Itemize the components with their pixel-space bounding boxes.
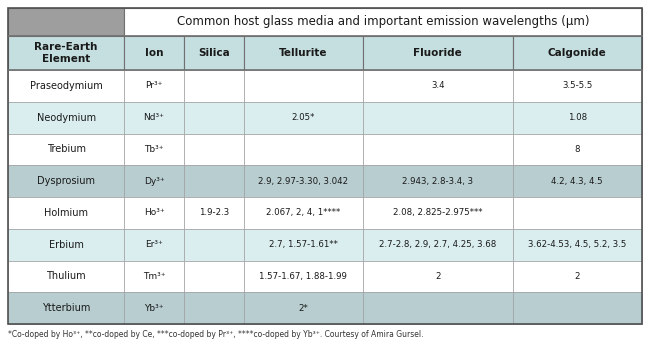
Text: Ytterbium: Ytterbium xyxy=(42,303,90,313)
Text: Fluoride: Fluoride xyxy=(413,48,462,58)
Bar xyxy=(244,36,363,70)
Bar xyxy=(363,36,513,70)
Bar xyxy=(124,229,184,261)
Bar xyxy=(184,134,244,165)
Text: Tb³⁺: Tb³⁺ xyxy=(144,145,164,154)
Bar xyxy=(244,102,363,134)
Bar xyxy=(244,70,363,102)
Bar xyxy=(8,261,124,292)
Text: Common host glass media and important emission wavelengths (μm): Common host glass media and important em… xyxy=(177,16,590,28)
Bar xyxy=(244,229,363,261)
Text: 1.9-2.3: 1.9-2.3 xyxy=(199,208,229,218)
Bar xyxy=(363,292,513,324)
Bar xyxy=(184,70,244,102)
Text: 2: 2 xyxy=(435,272,441,281)
Text: 3.62-4.53, 4.5, 5.2, 3.5: 3.62-4.53, 4.5, 5.2, 3.5 xyxy=(528,240,627,249)
Bar xyxy=(184,261,244,292)
Text: Calgonide: Calgonide xyxy=(548,48,606,58)
Text: 4.2, 4.3, 4.5: 4.2, 4.3, 4.5 xyxy=(551,177,603,185)
Bar xyxy=(244,197,363,229)
Bar xyxy=(363,229,513,261)
Text: 2.943, 2.8-3.4, 3: 2.943, 2.8-3.4, 3 xyxy=(402,177,473,185)
Bar xyxy=(8,70,124,102)
Bar xyxy=(513,197,642,229)
Bar xyxy=(8,102,124,134)
Text: Tellurite: Tellurite xyxy=(279,48,328,58)
Text: Erbium: Erbium xyxy=(49,240,84,250)
Bar xyxy=(8,292,124,324)
Text: Yb³⁺: Yb³⁺ xyxy=(144,304,164,313)
Bar xyxy=(513,36,642,70)
Bar xyxy=(124,8,642,36)
Bar xyxy=(363,197,513,229)
Bar xyxy=(513,134,642,165)
Text: 2.067, 2, 4, 1****: 2.067, 2, 4, 1**** xyxy=(266,208,341,218)
Bar xyxy=(513,165,642,197)
Text: 2: 2 xyxy=(575,272,580,281)
Bar xyxy=(124,102,184,134)
Text: Er³⁺: Er³⁺ xyxy=(145,240,163,249)
Bar xyxy=(8,8,124,36)
Bar xyxy=(513,102,642,134)
Bar xyxy=(244,165,363,197)
Bar xyxy=(8,165,124,197)
Text: Nd³⁺: Nd³⁺ xyxy=(144,113,164,122)
Text: Holmium: Holmium xyxy=(44,208,88,218)
Text: 2*: 2* xyxy=(298,304,308,313)
Bar xyxy=(244,134,363,165)
Bar xyxy=(363,261,513,292)
Text: Ion: Ion xyxy=(145,48,163,58)
Text: Silica: Silica xyxy=(198,48,229,58)
Bar xyxy=(8,197,124,229)
Text: 3.5-5.5: 3.5-5.5 xyxy=(562,82,592,90)
Text: *Co-doped by Ho³⁺, **co-doped by Ce, ***co-doped by Pr³⁺, ****co-doped by Yb³⁺. : *Co-doped by Ho³⁺, **co-doped by Ce, ***… xyxy=(8,330,424,339)
Bar xyxy=(363,134,513,165)
Text: 3.4: 3.4 xyxy=(431,82,445,90)
Bar xyxy=(124,197,184,229)
Bar xyxy=(184,102,244,134)
Bar xyxy=(513,229,642,261)
Bar xyxy=(124,36,184,70)
Bar xyxy=(363,102,513,134)
Text: 2.7-2.8, 2.9, 2.7, 4.25, 3.68: 2.7-2.8, 2.9, 2.7, 4.25, 3.68 xyxy=(379,240,497,249)
Text: Thulium: Thulium xyxy=(46,271,86,281)
Text: 2.9, 2.97-3.30, 3.042: 2.9, 2.97-3.30, 3.042 xyxy=(258,177,348,185)
Bar xyxy=(244,292,363,324)
Bar xyxy=(124,292,184,324)
Text: Ho³⁺: Ho³⁺ xyxy=(144,208,164,218)
Text: 2.7, 1.57-1.61**: 2.7, 1.57-1.61** xyxy=(269,240,338,249)
Text: Dy³⁺: Dy³⁺ xyxy=(144,177,164,185)
Bar xyxy=(184,229,244,261)
Bar xyxy=(8,36,124,70)
Text: Neodymium: Neodymium xyxy=(36,112,96,122)
Bar xyxy=(184,36,244,70)
Bar xyxy=(124,134,184,165)
Bar xyxy=(184,292,244,324)
Text: 1.08: 1.08 xyxy=(567,113,587,122)
Bar xyxy=(363,70,513,102)
Bar xyxy=(244,261,363,292)
Bar xyxy=(8,229,124,261)
Bar xyxy=(124,70,184,102)
Text: 2.05*: 2.05* xyxy=(292,113,315,122)
Text: 1.57-1.67, 1.88-1.99: 1.57-1.67, 1.88-1.99 xyxy=(259,272,347,281)
Bar xyxy=(513,292,642,324)
Bar xyxy=(124,261,184,292)
Text: 8: 8 xyxy=(575,145,580,154)
Text: 2.08, 2.825-2.975***: 2.08, 2.825-2.975*** xyxy=(393,208,482,218)
Bar xyxy=(513,70,642,102)
Text: Dysprosium: Dysprosium xyxy=(37,176,95,186)
Bar xyxy=(8,134,124,165)
Bar xyxy=(8,8,642,324)
Text: Trebium: Trebium xyxy=(47,145,86,155)
Bar xyxy=(363,165,513,197)
Text: Pr³⁺: Pr³⁺ xyxy=(146,82,162,90)
Text: Praseodymium: Praseodymium xyxy=(30,81,103,91)
Bar xyxy=(124,165,184,197)
Bar xyxy=(184,197,244,229)
Bar xyxy=(184,165,244,197)
Text: Tm³⁺: Tm³⁺ xyxy=(143,272,165,281)
Bar xyxy=(513,261,642,292)
Text: Rare-Earth
Element: Rare-Earth Element xyxy=(34,42,98,64)
